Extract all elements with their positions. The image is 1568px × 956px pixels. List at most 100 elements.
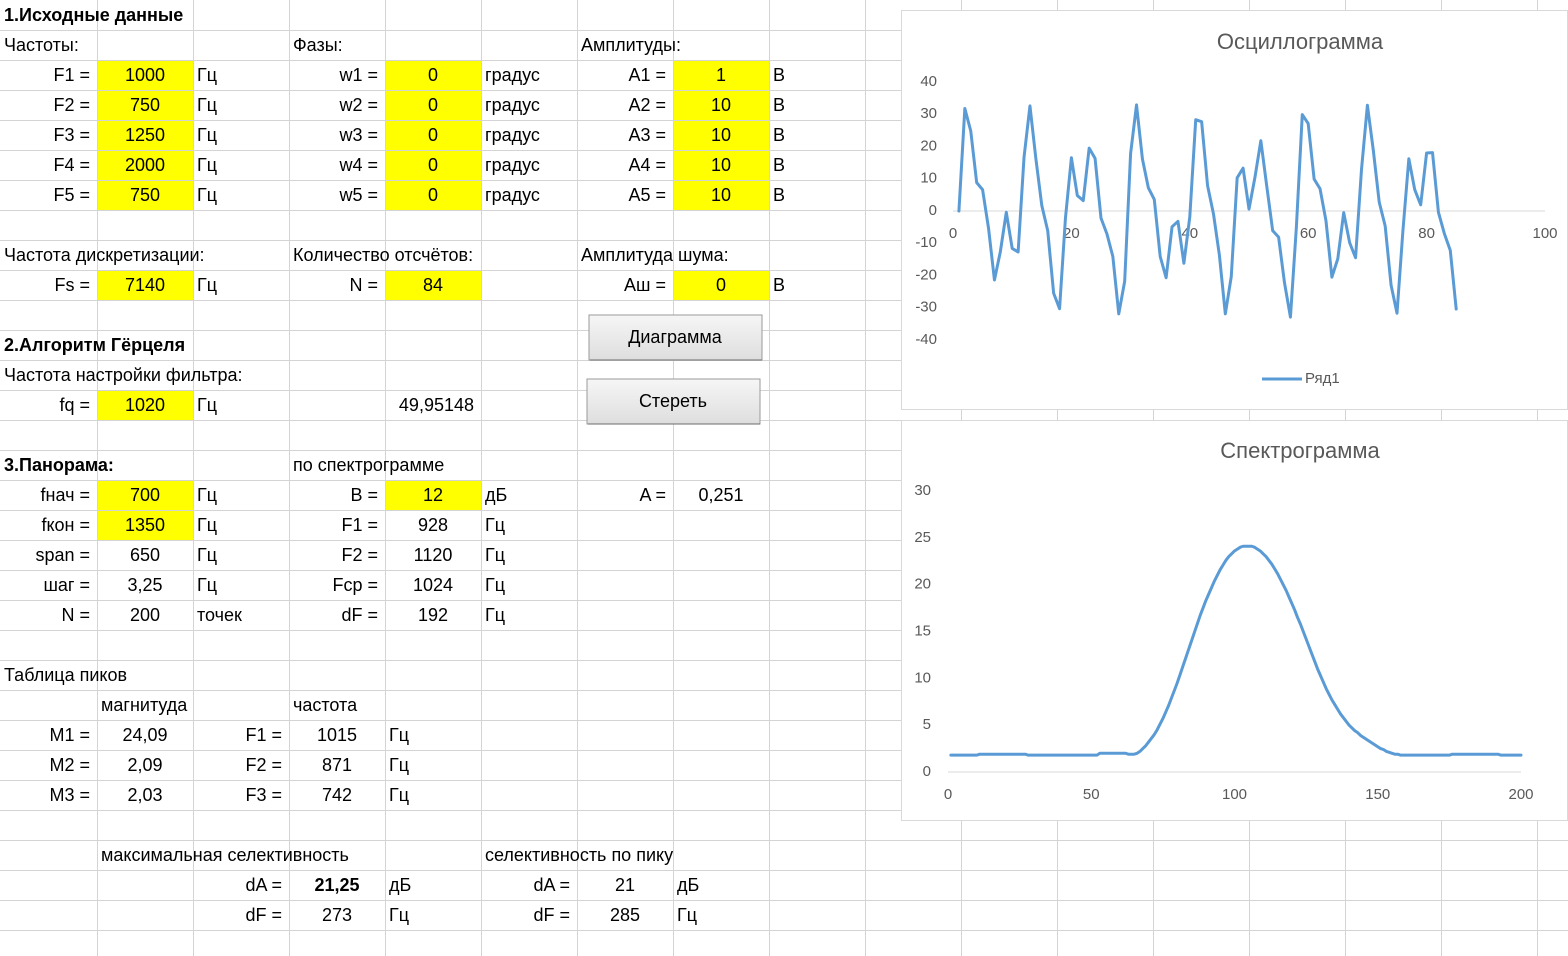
cell-text: 0 bbox=[428, 155, 438, 175]
cell-text: градус bbox=[485, 125, 540, 145]
cell-text: Амплитуда шума: bbox=[581, 245, 729, 265]
cell-text: В bbox=[773, 65, 785, 85]
cell-text: 24,09 bbox=[122, 725, 167, 745]
cell-text: Частоты: bbox=[4, 35, 79, 55]
input-cell bbox=[386, 61, 481, 90]
cell-text: 200 bbox=[130, 605, 160, 625]
cell-text: 0 bbox=[716, 275, 726, 295]
cell-text: dA = bbox=[245, 875, 282, 895]
cell-text: 1020 bbox=[125, 395, 165, 415]
y-tick-label: 0 bbox=[929, 202, 937, 219]
cell-text: Гц bbox=[389, 725, 409, 745]
input-cell bbox=[98, 91, 193, 120]
cell-text: 21 bbox=[615, 875, 635, 895]
input-cell bbox=[98, 121, 193, 150]
cell-text: F2 = bbox=[245, 755, 282, 775]
cell-text: F2 = bbox=[341, 545, 378, 565]
button-label[interactable]: Диаграмма bbox=[628, 327, 723, 347]
cell-text: дБ bbox=[485, 485, 507, 505]
cell-text: Гц bbox=[197, 185, 217, 205]
cell-text: магнитуда bbox=[101, 695, 188, 715]
input-cell bbox=[674, 61, 769, 90]
input-cell bbox=[674, 181, 769, 210]
cell-text: F2 = bbox=[53, 95, 90, 115]
input-cell bbox=[386, 271, 481, 300]
cell-text: В bbox=[773, 275, 785, 295]
cell-text: шаг = bbox=[43, 575, 90, 595]
cell-text: 1024 bbox=[413, 575, 453, 595]
cell-text: 2,09 bbox=[127, 755, 162, 775]
cell-text: градус bbox=[485, 65, 540, 85]
cell-text: 2000 bbox=[125, 155, 165, 175]
cell-text: 49,95148 bbox=[399, 395, 474, 415]
button[interactable]: Диаграмма bbox=[588, 314, 763, 361]
cell-text: w1 = bbox=[338, 65, 378, 85]
cell-text: M1 = bbox=[49, 725, 90, 745]
cell-text: A4 = bbox=[628, 155, 666, 175]
input-cell bbox=[98, 151, 193, 180]
y-tick-label: -40 bbox=[915, 331, 937, 348]
cell-text: 700 bbox=[130, 485, 160, 505]
cell-text: 1.Исходные данные bbox=[4, 5, 183, 25]
cell-text: Гц bbox=[485, 605, 505, 625]
cell-text: A5 = bbox=[628, 185, 666, 205]
cell-text: A2 = bbox=[628, 95, 666, 115]
x-tick-label: 0 bbox=[944, 786, 952, 803]
y-tick-label: 10 bbox=[914, 669, 931, 686]
cell-text: B = bbox=[350, 485, 378, 505]
cell-text: Гц bbox=[389, 905, 409, 925]
cell-text: селективность по пику bbox=[485, 845, 673, 865]
cell-text: 871 bbox=[322, 755, 352, 775]
y-tick-label: 20 bbox=[920, 137, 937, 154]
cell-text: F3 = bbox=[245, 785, 282, 805]
cell-text: максимальная селективность bbox=[101, 845, 349, 865]
cell-text: dF = bbox=[245, 905, 282, 925]
button[interactable]: Стереть bbox=[586, 378, 761, 425]
cell-text: F3 = bbox=[53, 125, 90, 145]
cell-text: 742 bbox=[322, 785, 352, 805]
cell-text: Гц bbox=[485, 515, 505, 535]
chart-title: Осциллограмма bbox=[1217, 29, 1384, 54]
cell-text: N = bbox=[349, 275, 378, 295]
cell-text: Гц bbox=[389, 755, 409, 775]
cell-text: 12 bbox=[423, 485, 443, 505]
cell-text: градус bbox=[485, 155, 540, 175]
cell-text: 273 bbox=[322, 905, 352, 925]
cell-text: градус bbox=[485, 95, 540, 115]
cell-text: 1350 bbox=[125, 515, 165, 535]
input-cell bbox=[386, 481, 481, 510]
cell-text: 2,03 bbox=[127, 785, 162, 805]
input-cell bbox=[674, 271, 769, 300]
chart: Спектрограмма 0 5 10 15 20 25 30 0 50 100 150 200 bbox=[901, 420, 1568, 821]
y-tick-label: 15 bbox=[914, 622, 931, 639]
y-tick-label: 0 bbox=[923, 763, 931, 780]
cell-text: В bbox=[773, 125, 785, 145]
cell-text: 0 bbox=[428, 125, 438, 145]
cell-text: w5 = bbox=[338, 185, 378, 205]
cell-text: градус bbox=[485, 185, 540, 205]
cell-text: Гц bbox=[389, 785, 409, 805]
cell-text: 192 bbox=[418, 605, 448, 625]
cell-text: span = bbox=[35, 545, 90, 565]
input-cell bbox=[674, 91, 769, 120]
y-tick-label: -30 bbox=[915, 299, 937, 316]
cell-text: dA = bbox=[533, 875, 570, 895]
input-cell bbox=[98, 271, 193, 300]
cell-text: fq = bbox=[59, 395, 90, 415]
cell-text: 2.Алгоритм Гёрцеля bbox=[4, 335, 185, 355]
cell-text: 84 bbox=[423, 275, 443, 295]
button-label[interactable]: Стереть bbox=[639, 391, 707, 411]
cell-text: 928 bbox=[418, 515, 448, 535]
cell-text: 0 bbox=[428, 95, 438, 115]
button-face[interactable] bbox=[588, 314, 763, 361]
cell-text: 3.Панорама: bbox=[4, 455, 114, 475]
cell-text: 1120 bbox=[414, 545, 453, 565]
cell-text: Амплитуды: bbox=[581, 35, 681, 55]
cell-text: 10 bbox=[711, 125, 731, 145]
cell-text: dF = bbox=[341, 605, 378, 625]
cell-text: dF = bbox=[533, 905, 570, 925]
cell-text: Fср = bbox=[332, 575, 378, 595]
cell-text: N = bbox=[61, 605, 90, 625]
cell-text: A = bbox=[639, 485, 666, 505]
